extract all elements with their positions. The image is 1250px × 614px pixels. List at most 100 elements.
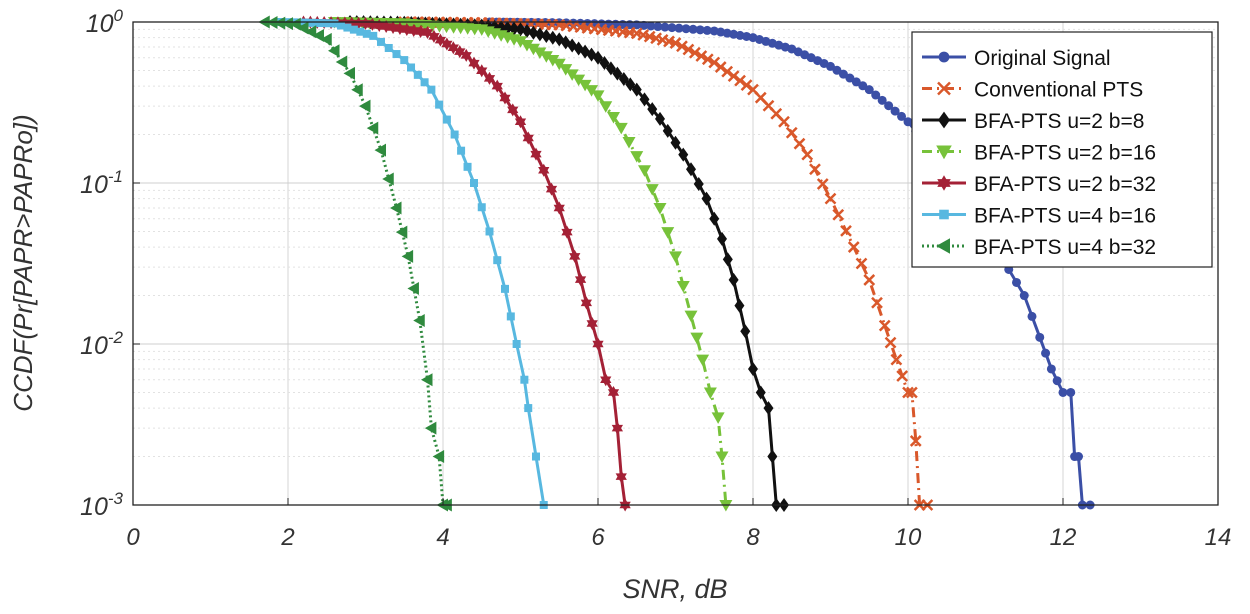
data-point	[832, 65, 842, 75]
legend-label: BFA-PTS u=4 b=16	[974, 205, 1156, 228]
data-point	[646, 21, 656, 31]
data-point	[538, 163, 550, 177]
data-point	[778, 115, 790, 128]
data-point	[304, 25, 317, 39]
data-point	[520, 375, 529, 384]
data-point	[476, 64, 488, 78]
data-point	[708, 56, 721, 69]
data-point	[499, 91, 511, 105]
x-axis-title: SNR, dB	[622, 574, 727, 604]
marker-part	[468, 59, 480, 70]
data-point	[809, 163, 821, 176]
data-point	[534, 27, 545, 42]
data-point	[491, 79, 503, 93]
data-point	[618, 72, 629, 87]
data-point	[349, 25, 358, 34]
marker-part	[491, 82, 503, 93]
marker-part	[434, 36, 447, 47]
x-tick-label: 6	[591, 524, 605, 551]
data-point	[734, 74, 746, 87]
data-point	[678, 147, 689, 162]
data-point	[615, 470, 627, 484]
data-point	[580, 296, 593, 310]
legend-item: Conventional PTS	[922, 79, 1143, 102]
data-point	[509, 21, 520, 36]
data-point	[740, 324, 751, 339]
data-point	[715, 451, 729, 464]
data-point	[407, 281, 419, 295]
data-point	[374, 143, 386, 157]
y-tick-label: 10-3	[80, 489, 123, 521]
data-point	[890, 106, 900, 116]
data-point	[684, 310, 698, 323]
data-point	[574, 273, 587, 287]
data-point	[639, 92, 650, 107]
x-tick-label: 4	[436, 524, 449, 551]
data-point	[1019, 291, 1029, 301]
data-point	[701, 191, 712, 206]
data-point	[530, 147, 542, 161]
data-point	[816, 178, 829, 190]
data-point	[569, 249, 581, 263]
marker-part	[611, 424, 624, 435]
data-point	[526, 43, 540, 56]
data-point	[785, 126, 798, 139]
data-point	[884, 101, 894, 111]
data-point	[521, 24, 532, 39]
marker-part	[580, 299, 593, 310]
marker-part	[586, 320, 598, 330]
data-point	[638, 165, 651, 177]
data-point	[645, 184, 659, 196]
data-point	[1058, 387, 1068, 397]
legend-item: BFA-PTS u=4 b=32	[922, 236, 1156, 259]
data-point	[851, 77, 861, 87]
data-point	[592, 337, 604, 351]
data-point	[890, 353, 903, 366]
data-point	[695, 50, 708, 62]
legend-item: BFA-PTS u=2 b=32	[922, 173, 1156, 196]
data-point	[1052, 376, 1062, 386]
data-point	[625, 77, 636, 92]
legend-box	[911, 31, 1213, 268]
data-point	[485, 227, 494, 236]
legend-item: BFA-PTS u=2 b=16	[922, 142, 1156, 165]
data-point	[614, 122, 628, 135]
data-point	[559, 64, 573, 76]
data-point	[858, 81, 868, 91]
data-point	[599, 56, 610, 71]
data-point	[514, 115, 527, 129]
legend-item: Original Signal	[922, 47, 1111, 70]
data-point	[693, 176, 704, 191]
data-point	[670, 135, 681, 150]
data-point	[512, 340, 521, 348]
marker-part	[545, 185, 558, 196]
data-point	[937, 81, 951, 96]
data-point	[585, 85, 599, 97]
data-point	[619, 498, 631, 512]
marker-part	[460, 52, 472, 62]
data-point	[845, 73, 855, 83]
data-point	[832, 208, 845, 221]
data-point	[639, 20, 649, 30]
data-point	[682, 43, 695, 56]
data-point	[297, 21, 309, 35]
data-point	[413, 70, 422, 79]
data-point	[884, 336, 897, 349]
data-point	[702, 25, 712, 35]
x-tick-label: 14	[1205, 524, 1232, 551]
data-point	[328, 44, 340, 58]
data-point	[421, 373, 433, 387]
data-point	[470, 179, 478, 187]
data-point	[320, 32, 332, 46]
data-point	[377, 37, 385, 46]
marker-part	[447, 44, 459, 55]
data-point	[1035, 332, 1045, 342]
data-point	[533, 47, 547, 59]
data-point	[909, 435, 922, 447]
data-point	[897, 111, 907, 121]
marker-part	[454, 48, 466, 59]
data-point	[709, 211, 720, 226]
data-point	[528, 25, 539, 40]
legend-item: BFA-PTS u=2 b=8	[922, 110, 1144, 133]
x-tick-label: 8	[746, 524, 760, 551]
